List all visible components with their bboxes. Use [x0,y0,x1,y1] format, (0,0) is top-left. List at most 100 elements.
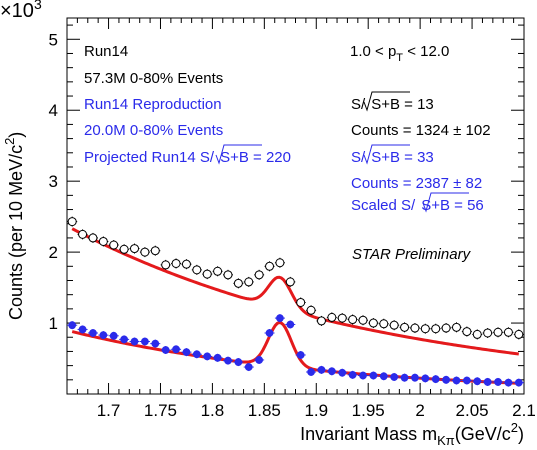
data-point [442,375,451,384]
data-point [276,314,284,322]
legend-right: 1.0 < pT < 12.0 S/S+B = 13 Counts = 1324… [350,43,491,214]
legend-run14-events: 57.3M 0-80% Events [84,70,223,87]
data-point [327,312,337,322]
x-tick-label: 2.05 [456,401,489,420]
data-point [88,233,98,243]
data-point [161,260,171,270]
x-tick-label: 1.9 [304,401,328,420]
data-point [421,374,430,383]
data-point [359,371,367,380]
data-point [400,322,410,332]
data-point [483,378,492,386]
data-point [78,325,87,334]
x-tick-label: 1.85 [248,401,281,420]
data-point [348,370,357,379]
data-point [452,376,461,385]
counts-reproduction: Counts = 2387 ± 82 [351,175,482,192]
series-reproduction [67,314,524,387]
data-markers [67,216,524,387]
data-point [202,269,212,279]
data-point [172,345,180,354]
axis-ticks: 1.7 1.75 1.8 1.85 1.9 1.95 2 2.05 2.1 1 2 3 4 5 [49,18,536,420]
x-tick-label: 1.75 [144,401,177,420]
x-tick-label: 1.7 [97,401,121,420]
x-tick-label: 2.1 [512,401,536,420]
data-point [317,365,326,374]
data-point [337,313,347,323]
data-point [192,350,201,359]
data-point [130,244,140,254]
data-point [514,378,523,387]
data-point [120,335,129,344]
data-point [494,378,502,386]
significance-reproduction: S/S+B = 33 [351,149,434,166]
data-point [431,324,441,334]
y-tick-label: 3 [49,172,58,191]
data-point [451,322,461,332]
data-point [504,378,513,387]
data-point [181,259,191,269]
data-point [483,328,493,338]
data-point [223,270,233,280]
data-point [213,353,222,362]
data-point [358,315,368,325]
data-point [473,377,482,386]
data-point [244,363,253,371]
data-point [327,367,336,376]
data-point [368,318,378,328]
data-point [78,229,88,239]
data-point [151,339,160,348]
data-point [420,324,430,334]
data-point [182,348,191,357]
y-tick-label: 5 [49,30,58,49]
data-point [213,266,223,276]
data-point [233,278,243,288]
data-point [119,244,129,254]
data-point [99,331,108,340]
data-point [68,321,77,330]
data-point [109,240,119,250]
data-point [255,356,264,364]
data-point [109,331,118,340]
x-tick-label: 1.95 [352,401,385,420]
data-point [307,368,315,376]
data-point [140,337,149,346]
data-point [234,358,243,366]
data-point [462,327,472,337]
scaled-significance: Scaled S/S+B = 56 [351,197,484,214]
data-point [286,320,295,329]
y-tick-label: 1 [49,314,58,333]
pt-range: 1.0 < pT < 12.0 [350,43,449,64]
data-point [389,320,399,330]
data-point [161,346,170,354]
legend-reproduction-events: 20.0M 0-80% Events [84,122,223,139]
fit-run14 [71,227,520,356]
data-point [338,368,347,377]
data-point [390,373,399,381]
data-point [411,373,419,382]
data-point [171,258,181,268]
data-point [316,316,326,326]
data-point [67,217,77,227]
data-point [203,352,212,361]
data-point [306,305,316,315]
data-point [296,351,305,359]
data-point [254,270,264,280]
data-point [493,327,503,337]
data-point [140,247,150,257]
sqrt-sign [422,192,469,213]
data-point [224,356,232,365]
data-point [514,329,524,339]
y-tick-label: 2 [49,243,58,262]
x-tick-label: 1.8 [201,401,225,420]
data-point [265,329,274,337]
y-tick-label: 4 [49,101,58,120]
counts-run14: Counts = 1324 ± 102 [351,122,491,139]
legend-run14: Run14 [84,43,128,60]
sqrt-sign [363,91,410,112]
data-point [379,319,389,329]
sqrt-sign [215,144,262,165]
data-point [462,376,471,385]
data-point [503,327,513,337]
y-multiplier: ×103 [0,0,42,22]
